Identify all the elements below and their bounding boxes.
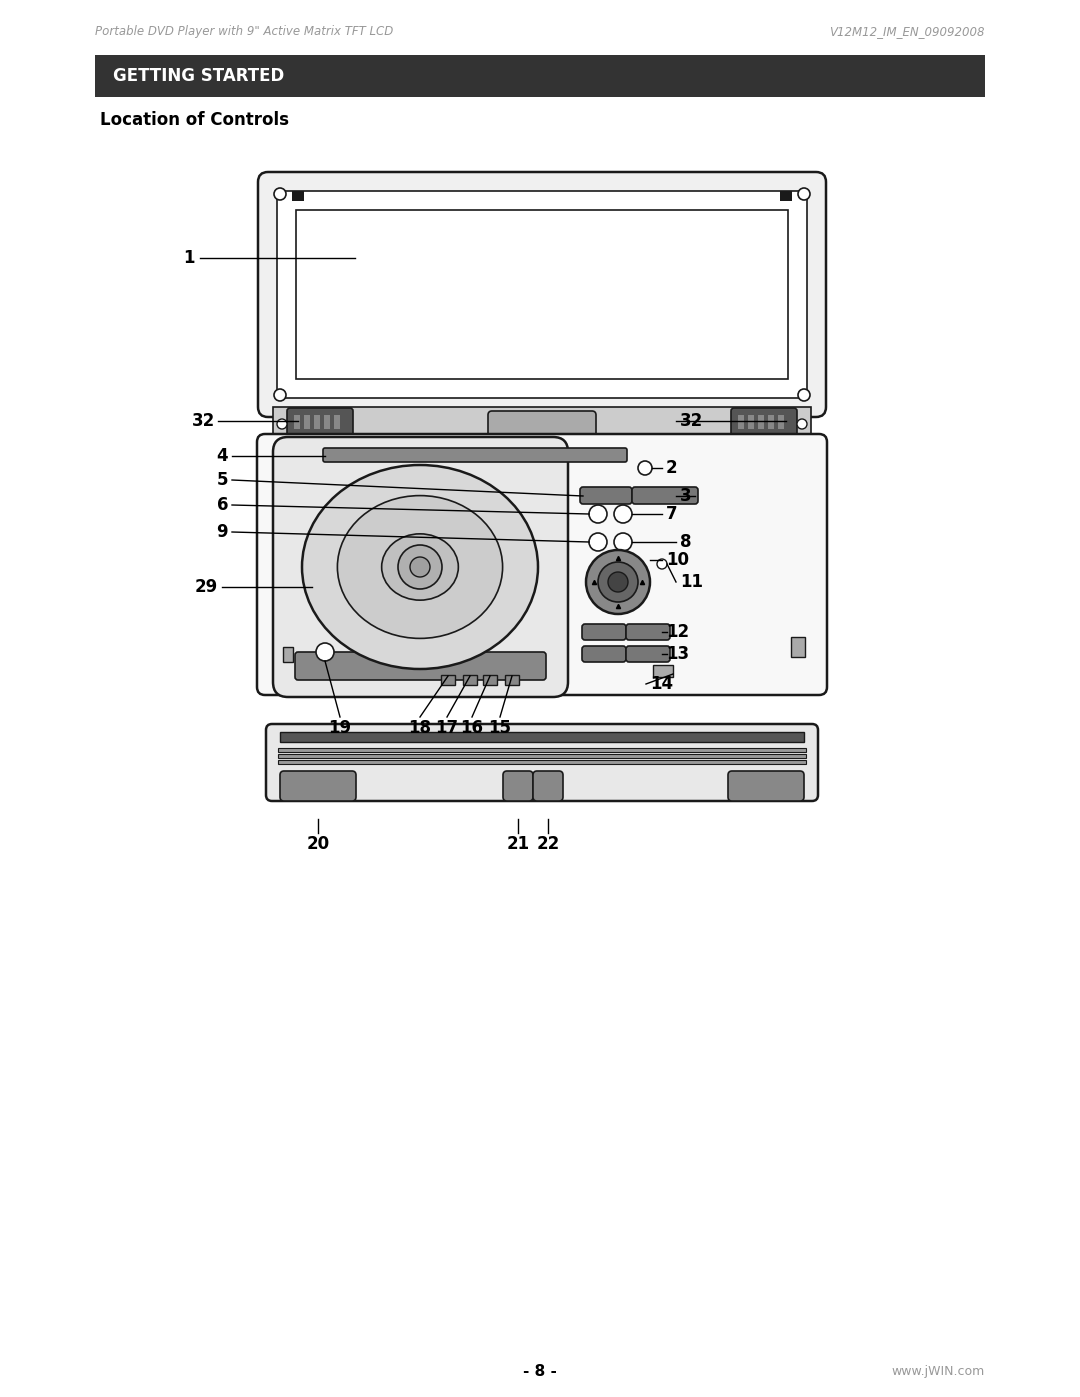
Circle shape <box>589 534 607 550</box>
Bar <box>278 747 806 752</box>
Bar <box>483 675 497 685</box>
Text: 10: 10 <box>666 550 689 569</box>
Bar <box>748 415 754 429</box>
Circle shape <box>608 571 627 592</box>
FancyBboxPatch shape <box>626 624 670 640</box>
Ellipse shape <box>302 465 538 669</box>
Bar <box>278 754 806 759</box>
Bar <box>738 415 744 429</box>
Text: 29: 29 <box>194 578 218 597</box>
FancyBboxPatch shape <box>582 645 626 662</box>
FancyBboxPatch shape <box>632 488 698 504</box>
Text: 32: 32 <box>192 412 215 430</box>
FancyBboxPatch shape <box>287 408 353 436</box>
Text: 5: 5 <box>216 471 228 489</box>
FancyBboxPatch shape <box>257 434 827 694</box>
Bar <box>334 415 340 429</box>
Text: 1: 1 <box>184 249 195 267</box>
Bar <box>303 415 310 429</box>
Text: 11: 11 <box>680 573 703 591</box>
Bar <box>505 675 519 685</box>
FancyBboxPatch shape <box>731 408 797 436</box>
Text: 16: 16 <box>460 719 484 738</box>
Ellipse shape <box>381 534 458 601</box>
Text: GETTING STARTED: GETTING STARTED <box>113 67 284 85</box>
Bar <box>441 675 455 685</box>
Bar <box>463 675 477 685</box>
Bar <box>283 647 293 662</box>
Bar <box>292 191 303 201</box>
FancyBboxPatch shape <box>503 771 534 800</box>
FancyBboxPatch shape <box>258 172 826 416</box>
Bar <box>758 415 764 429</box>
Text: 4: 4 <box>216 447 228 465</box>
Circle shape <box>615 504 632 522</box>
Bar <box>791 637 805 657</box>
Circle shape <box>638 461 652 475</box>
FancyBboxPatch shape <box>524 434 561 453</box>
FancyBboxPatch shape <box>534 771 563 800</box>
Circle shape <box>598 562 638 602</box>
Ellipse shape <box>337 496 502 638</box>
Circle shape <box>410 557 430 577</box>
Text: 21: 21 <box>507 835 529 854</box>
FancyBboxPatch shape <box>582 624 626 640</box>
Circle shape <box>589 504 607 522</box>
Circle shape <box>797 419 807 429</box>
Text: www.jWIN.com: www.jWIN.com <box>892 1365 985 1379</box>
FancyBboxPatch shape <box>323 448 627 462</box>
Bar <box>95 54 985 96</box>
Text: - 8 -: - 8 - <box>523 1365 557 1379</box>
FancyBboxPatch shape <box>280 771 356 800</box>
Text: 22: 22 <box>537 835 559 854</box>
Bar <box>780 191 792 201</box>
FancyBboxPatch shape <box>273 437 568 697</box>
Text: Location of Controls: Location of Controls <box>100 110 289 129</box>
Text: 6: 6 <box>216 496 228 514</box>
Text: 15: 15 <box>488 719 512 738</box>
Circle shape <box>316 643 334 661</box>
Bar <box>294 415 300 429</box>
FancyBboxPatch shape <box>266 724 818 800</box>
Bar <box>273 407 811 441</box>
Text: 2: 2 <box>666 460 677 476</box>
Bar <box>653 665 673 678</box>
Circle shape <box>274 388 286 401</box>
Bar <box>768 415 774 429</box>
FancyBboxPatch shape <box>626 645 670 662</box>
Text: 8: 8 <box>680 534 691 550</box>
Bar <box>278 760 806 764</box>
Text: 32: 32 <box>680 412 703 430</box>
Circle shape <box>399 545 442 590</box>
Bar <box>280 732 804 742</box>
Text: 19: 19 <box>328 719 352 738</box>
Text: 17: 17 <box>435 719 459 738</box>
Text: V12M12_IM_EN_09092008: V12M12_IM_EN_09092008 <box>829 25 985 39</box>
Text: 12: 12 <box>666 623 689 641</box>
Text: 7: 7 <box>666 504 677 522</box>
Text: 20: 20 <box>307 835 329 854</box>
FancyBboxPatch shape <box>580 488 632 504</box>
Circle shape <box>276 419 287 429</box>
Text: 14: 14 <box>650 675 673 693</box>
Bar <box>296 210 788 379</box>
Circle shape <box>274 189 286 200</box>
Text: 9: 9 <box>216 522 228 541</box>
Text: 13: 13 <box>666 645 689 664</box>
FancyBboxPatch shape <box>295 652 546 680</box>
Circle shape <box>798 189 810 200</box>
Text: Portable DVD Player with 9" Active Matrix TFT LCD: Portable DVD Player with 9" Active Matri… <box>95 25 393 39</box>
Circle shape <box>586 550 650 615</box>
FancyBboxPatch shape <box>728 771 804 800</box>
FancyBboxPatch shape <box>276 191 807 398</box>
Bar <box>778 415 784 429</box>
Text: 3: 3 <box>680 488 691 504</box>
Bar <box>324 415 330 429</box>
Bar <box>314 415 320 429</box>
Text: 18: 18 <box>408 719 432 738</box>
Circle shape <box>615 534 632 550</box>
Circle shape <box>657 559 667 569</box>
Circle shape <box>798 388 810 401</box>
FancyBboxPatch shape <box>488 411 596 437</box>
